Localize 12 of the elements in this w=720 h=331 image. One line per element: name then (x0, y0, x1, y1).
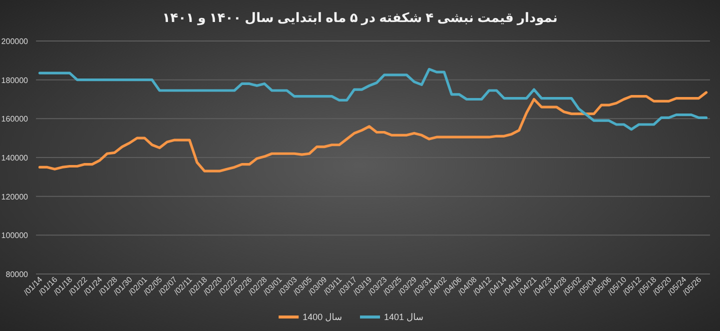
chart-title: نمودار قیمت نبشی ۴ شکفته در ۵ ماه ابتدایی سال ۱۴۰۰ و ۱۴۰۱ (162, 10, 558, 26)
y-tick-label: 140000 (1, 154, 29, 162)
y-tick-label: 80000 (6, 270, 29, 279)
y-tick-label: 200000 (1, 37, 29, 46)
y-tick-label: 180000 (1, 76, 29, 85)
legend-label: سال 1400 (302, 312, 342, 322)
legend-label: سال 1401 (384, 312, 424, 322)
line-series (38, 91, 708, 172)
y-tick-label: 120000 (1, 192, 29, 202)
line-series (38, 68, 708, 131)
y-tick-label: 100000 (1, 231, 29, 240)
y-tick-label: 160000 (1, 114, 29, 124)
